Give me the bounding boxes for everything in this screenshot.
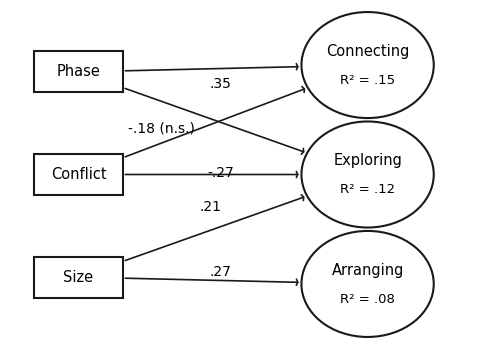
Text: Arranging: Arranging (332, 263, 404, 278)
Text: Connecting: Connecting (326, 44, 409, 59)
Text: .21: .21 (200, 200, 222, 214)
Text: Exploring: Exploring (333, 153, 402, 168)
FancyBboxPatch shape (34, 51, 122, 92)
FancyBboxPatch shape (34, 257, 122, 298)
Text: Size: Size (64, 270, 94, 284)
Text: R² = .12: R² = .12 (340, 183, 395, 196)
Ellipse shape (302, 121, 434, 228)
Text: -.27: -.27 (207, 166, 234, 180)
Text: Conflict: Conflict (50, 167, 106, 182)
Text: R² = .15: R² = .15 (340, 74, 395, 87)
FancyBboxPatch shape (34, 154, 122, 195)
Text: -.18 (n.s.): -.18 (n.s.) (128, 121, 195, 135)
Ellipse shape (302, 12, 434, 118)
Text: R² = .08: R² = .08 (340, 293, 395, 306)
Text: .27: .27 (210, 265, 232, 279)
Text: Phase: Phase (56, 65, 100, 79)
Ellipse shape (302, 231, 434, 337)
Text: .35: .35 (210, 77, 232, 91)
